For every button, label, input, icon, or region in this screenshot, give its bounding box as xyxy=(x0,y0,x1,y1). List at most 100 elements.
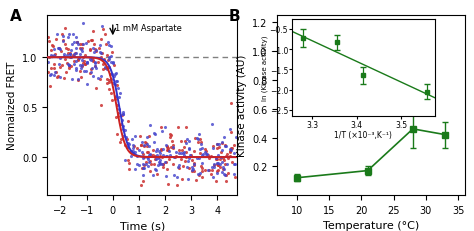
Point xyxy=(160,147,167,151)
Point xyxy=(70,55,78,59)
Point xyxy=(183,166,191,170)
Point xyxy=(167,146,175,149)
Point xyxy=(56,66,64,70)
Point xyxy=(69,33,77,36)
Point xyxy=(197,151,204,155)
Point xyxy=(162,175,170,179)
Point xyxy=(114,111,121,115)
Point xyxy=(190,169,198,173)
Point xyxy=(88,59,95,62)
Point xyxy=(64,52,72,55)
Point xyxy=(228,149,235,152)
Point xyxy=(70,63,78,67)
Point xyxy=(90,43,98,47)
Point xyxy=(48,44,56,47)
Point xyxy=(154,164,162,167)
Point xyxy=(158,163,166,166)
Point xyxy=(119,112,127,116)
Point xyxy=(188,170,196,173)
Point xyxy=(164,149,171,152)
Point xyxy=(66,53,74,57)
Point xyxy=(84,83,91,87)
Point xyxy=(199,153,206,157)
Point xyxy=(68,78,75,82)
Point xyxy=(163,143,170,147)
Point xyxy=(45,61,52,64)
Point xyxy=(202,150,210,154)
Point xyxy=(141,143,148,147)
Point xyxy=(146,170,154,173)
Point xyxy=(143,155,150,159)
Point xyxy=(177,158,184,161)
Point xyxy=(90,51,98,55)
Point xyxy=(227,155,234,159)
Point xyxy=(201,168,208,172)
Point xyxy=(55,47,63,51)
Point xyxy=(54,47,62,51)
Point xyxy=(79,43,87,46)
Point xyxy=(159,165,166,169)
Point xyxy=(222,144,229,148)
Point xyxy=(198,176,206,179)
Point xyxy=(145,158,152,161)
Point xyxy=(60,39,67,43)
Point xyxy=(83,62,91,66)
Point xyxy=(213,143,221,146)
Point xyxy=(59,35,66,38)
Point xyxy=(172,154,180,158)
Point xyxy=(90,75,97,78)
Point xyxy=(83,61,91,64)
Point xyxy=(159,155,166,159)
Point xyxy=(213,169,220,173)
Point xyxy=(105,66,113,70)
Point xyxy=(62,47,70,51)
Point xyxy=(90,47,97,51)
Point xyxy=(47,49,55,53)
Point xyxy=(219,157,227,161)
Point xyxy=(94,61,101,64)
Point xyxy=(228,146,236,150)
Point xyxy=(47,53,55,57)
Point xyxy=(147,162,155,166)
Point xyxy=(113,84,121,88)
Point xyxy=(65,67,73,71)
Point xyxy=(56,48,64,52)
Point xyxy=(214,168,222,172)
Point xyxy=(212,158,219,161)
Point xyxy=(101,66,109,69)
Point xyxy=(103,68,110,72)
Point xyxy=(135,164,142,167)
Point xyxy=(118,119,126,122)
Point xyxy=(142,142,150,146)
X-axis label: Time (s): Time (s) xyxy=(119,220,165,230)
Point xyxy=(167,134,174,138)
Point xyxy=(87,68,94,71)
Point xyxy=(222,155,230,158)
Point xyxy=(181,151,188,154)
Point xyxy=(58,33,65,37)
Point xyxy=(139,167,146,170)
Point xyxy=(188,165,195,169)
Point xyxy=(179,151,186,155)
Point xyxy=(122,128,129,132)
Point xyxy=(175,167,183,170)
Point xyxy=(169,163,176,167)
Point xyxy=(81,63,88,67)
Point xyxy=(71,52,79,55)
Point xyxy=(56,76,64,79)
Point xyxy=(213,157,221,161)
Point xyxy=(51,49,58,52)
Point xyxy=(187,154,194,158)
Point xyxy=(104,54,111,57)
Point xyxy=(219,167,227,171)
Point xyxy=(53,71,60,75)
Point xyxy=(70,54,77,57)
Point xyxy=(115,96,123,100)
Point xyxy=(92,49,100,52)
Point xyxy=(151,140,158,144)
Point xyxy=(54,33,61,37)
Point xyxy=(74,78,82,82)
Point xyxy=(96,51,104,55)
Point xyxy=(145,156,152,160)
Point xyxy=(103,77,111,81)
